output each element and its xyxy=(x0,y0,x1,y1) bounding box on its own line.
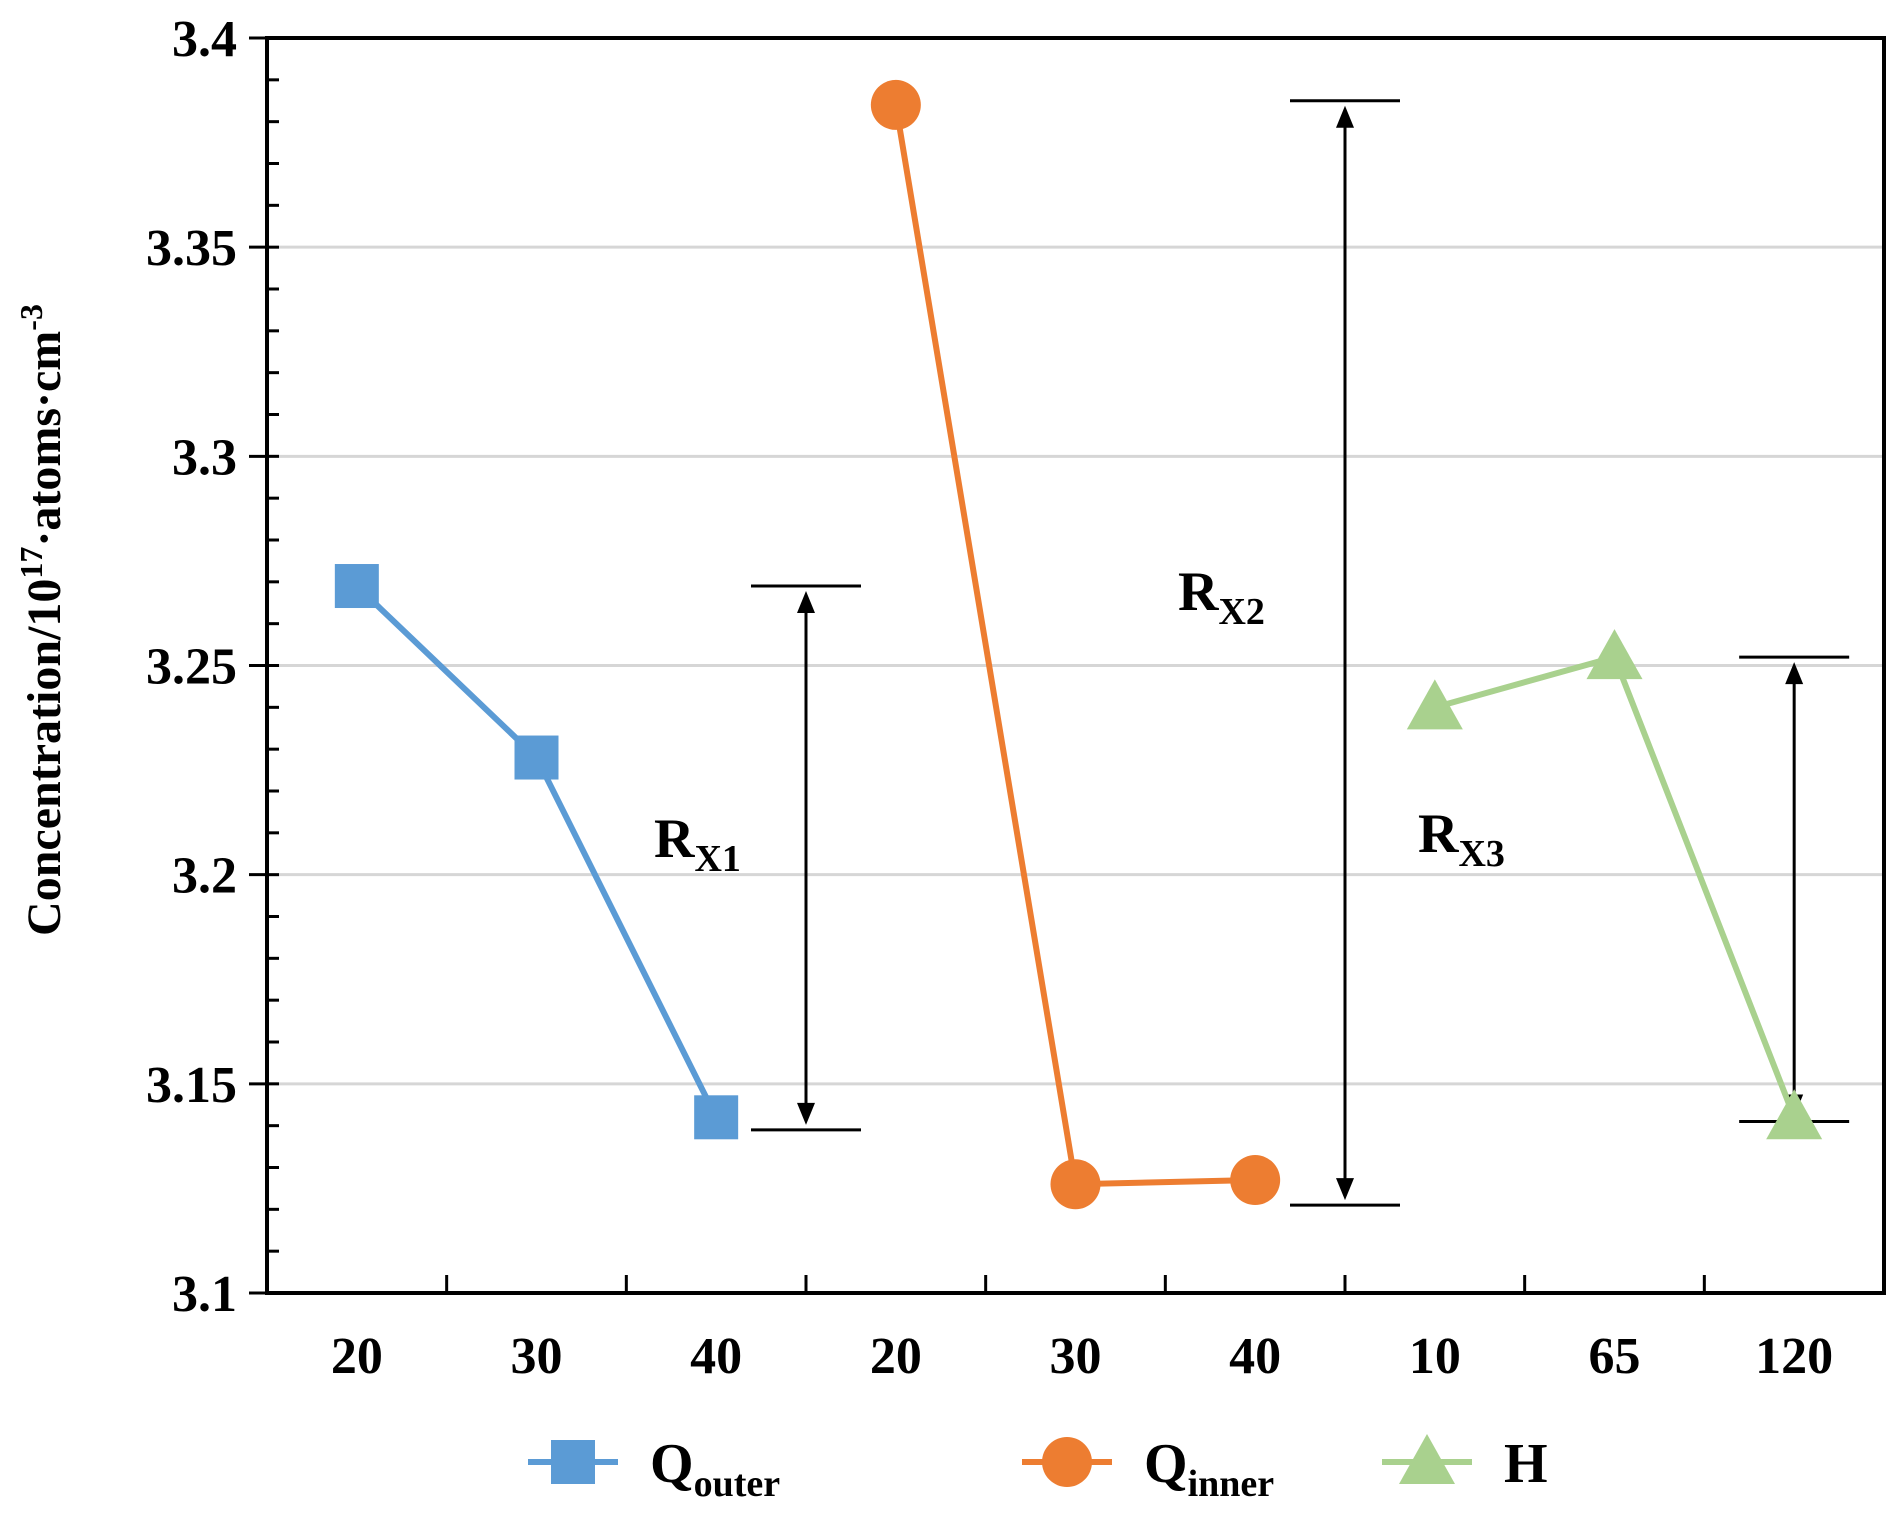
gridlines xyxy=(267,245,1884,1086)
data-point xyxy=(1406,679,1463,730)
data-point xyxy=(694,1095,739,1140)
legend-item: Qouter xyxy=(528,1433,780,1505)
x-tick-label: 30 xyxy=(511,1328,563,1385)
legend-label: Qinner xyxy=(1144,1433,1274,1505)
y-tick-label: 3.1 xyxy=(172,1266,237,1323)
x-tick-label: 120 xyxy=(1755,1328,1833,1385)
series-inner xyxy=(870,79,1281,1210)
legend-item: H xyxy=(1382,1433,1548,1495)
range-label: RX3 xyxy=(1418,803,1505,875)
data-point xyxy=(1050,1159,1101,1210)
y-tick-label: 3.2 xyxy=(172,848,237,905)
legend-marker xyxy=(1042,1437,1092,1487)
legend-label: H xyxy=(1504,1433,1548,1495)
series-h xyxy=(1406,629,1823,1140)
range-label: RX2 xyxy=(1178,561,1265,633)
y-tick-label: 3.35 xyxy=(146,220,237,277)
x-tick-label: 65 xyxy=(1589,1328,1641,1385)
y-tick-label: 3.3 xyxy=(172,429,237,486)
y-tick-label: 3.25 xyxy=(146,639,237,696)
data-series xyxy=(334,79,1823,1210)
x-tick-label: 20 xyxy=(870,1328,922,1385)
data-point xyxy=(1230,1155,1281,1206)
x-tick-label: 10 xyxy=(1409,1328,1461,1385)
legend: Qouter Qinner H xyxy=(528,1433,1548,1505)
range-arrow-up xyxy=(797,591,815,614)
data-point xyxy=(514,735,559,780)
y-tick-label: 3.15 xyxy=(146,1057,237,1114)
series-line xyxy=(892,104,1256,1188)
data-point xyxy=(870,79,921,130)
series-outer xyxy=(334,564,739,1140)
x-tick-label: 40 xyxy=(1229,1328,1281,1385)
y-axis-ticks: 3.1 3.15 3.2 3.25 3.3 3.35 3.4 xyxy=(146,11,279,1323)
range-arrow-up xyxy=(1336,105,1354,128)
range-annotations: RX1 RX2 RX3 xyxy=(654,99,1850,1207)
series-line xyxy=(1434,653,1797,1119)
range-arrow-up xyxy=(1785,662,1804,685)
legend-marker xyxy=(1399,1434,1455,1484)
data-point xyxy=(334,564,379,609)
legend-item: Qinner xyxy=(1022,1433,1274,1505)
legend-label: Qouter xyxy=(650,1433,780,1505)
x-tick-label: 30 xyxy=(1050,1328,1102,1385)
x-axis-ticks: 20 30 40 20 30 40 10 65 120 xyxy=(265,1275,1886,1385)
x-tick-label: 40 xyxy=(690,1328,742,1385)
data-point xyxy=(1586,629,1643,680)
range-label: RX1 xyxy=(654,808,741,880)
x-tick-label: 20 xyxy=(331,1328,383,1385)
y-tick-label: 3.4 xyxy=(172,11,237,68)
data-point xyxy=(1766,1089,1823,1140)
legend-marker xyxy=(551,1440,595,1484)
y-axis-label: Concentration/1017·atoms·cm-3 xyxy=(13,304,71,936)
range-arrow-down xyxy=(1336,1178,1354,1201)
range-arrow-down xyxy=(797,1102,815,1125)
